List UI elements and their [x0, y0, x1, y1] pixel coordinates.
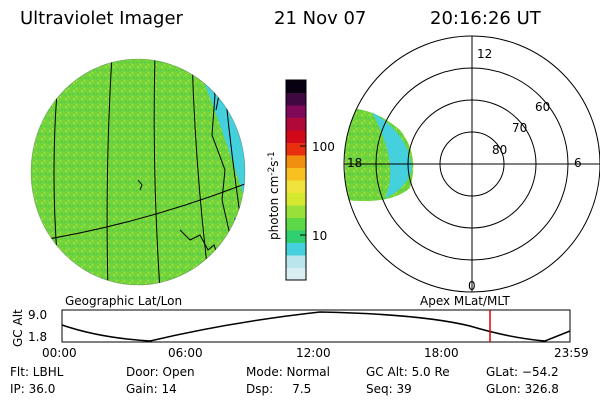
mlat-label-60: 60 [535, 100, 550, 114]
geo-map-label: Geographic Lat/Lon [65, 294, 182, 308]
instrument-title: Ultraviolet Imager [20, 8, 184, 29]
colorbar-swatch [286, 92, 306, 106]
altitude-xtick-1800: 18:00 [424, 346, 459, 360]
door-info: Door: Open [126, 365, 195, 379]
colorbar-swatch [286, 80, 306, 93]
colorbar-label: photon cm-2s-1 [267, 151, 281, 240]
mlt-label-18: 18 [347, 156, 362, 170]
colorbar-swatch [286, 267, 306, 281]
altitude-plot-frame [61, 309, 571, 343]
altitude-xtick-2359: 23:59 [554, 346, 589, 360]
altitude-ytick-9: 9.0 [28, 308, 47, 322]
colorbar-swatch [286, 205, 306, 218]
colorbar-swatch [286, 105, 306, 118]
colorbar-swatch [286, 155, 306, 168]
colorbar-swatch [286, 142, 306, 156]
colorbar-swatch [286, 242, 306, 256]
colorbar-frame [285, 79, 307, 281]
filter-info: Flt: LBHL [10, 365, 64, 379]
colorbar-swatch [286, 230, 306, 243]
glat-info: GLat: −54.2 [486, 365, 559, 379]
colorbar-swatch [286, 130, 306, 143]
date-label: 21 Nov 07 [274, 8, 366, 29]
altitude-xtick-0000: 00:00 [42, 346, 77, 360]
mlt-label-0: 0 [468, 279, 476, 293]
gc-alt-info: GC Alt: 5.0 Re [366, 365, 450, 379]
altitude-xtick-1200: 12:00 [296, 346, 331, 360]
altitude-ytick-1-8: 1.8 [28, 330, 47, 344]
altitude-ylabel: GC Alt [11, 309, 25, 347]
mode-info: Mode: Normal [246, 365, 330, 379]
colorbar-swatch [286, 180, 306, 193]
geo-emission [31, 59, 245, 285]
colorbar: 100 10 photon cm-2s-1 [267, 79, 335, 281]
glon-info: GLon: 326.8 [486, 382, 559, 396]
colorbar-tick-label-10: 10 [312, 229, 327, 243]
altitude-xtick-0600: 06:00 [168, 346, 203, 360]
mlt-label-6: 6 [574, 156, 582, 170]
seq-info: Seq: 39 [366, 382, 412, 396]
mlat-label-80: 80 [492, 143, 507, 157]
altitude-plot: GC Alt 9.0 1.8 00:00 06:00 12:00 18:00 2… [11, 308, 589, 360]
colorbar-tick-label-100: 100 [312, 140, 335, 154]
polar-emission-edge [372, 112, 412, 198]
colorbar-swatch [286, 192, 306, 206]
dsp-info: Dsp: 7.5 [246, 382, 312, 396]
mlat-label-70: 70 [512, 121, 527, 135]
colorbar-swatch [286, 255, 306, 268]
gain-info: Gain: 14 [126, 382, 177, 396]
colorbar-swatch [286, 167, 306, 181]
mlt-label-12: 12 [477, 47, 492, 61]
colorbar-swatch [286, 117, 306, 131]
geographic-map [30, 58, 246, 286]
polar-map-label: Apex MLat/MLT [420, 294, 510, 308]
altitude-curve [61, 311, 571, 342]
polar-map: 12 18 6 0 60 70 80 [343, 35, 600, 293]
ip-info: IP: 36.0 [10, 382, 56, 396]
time-label: 20:16:26 UT [430, 8, 542, 29]
colorbar-swatches [286, 80, 306, 281]
colorbar-swatch [286, 217, 306, 231]
